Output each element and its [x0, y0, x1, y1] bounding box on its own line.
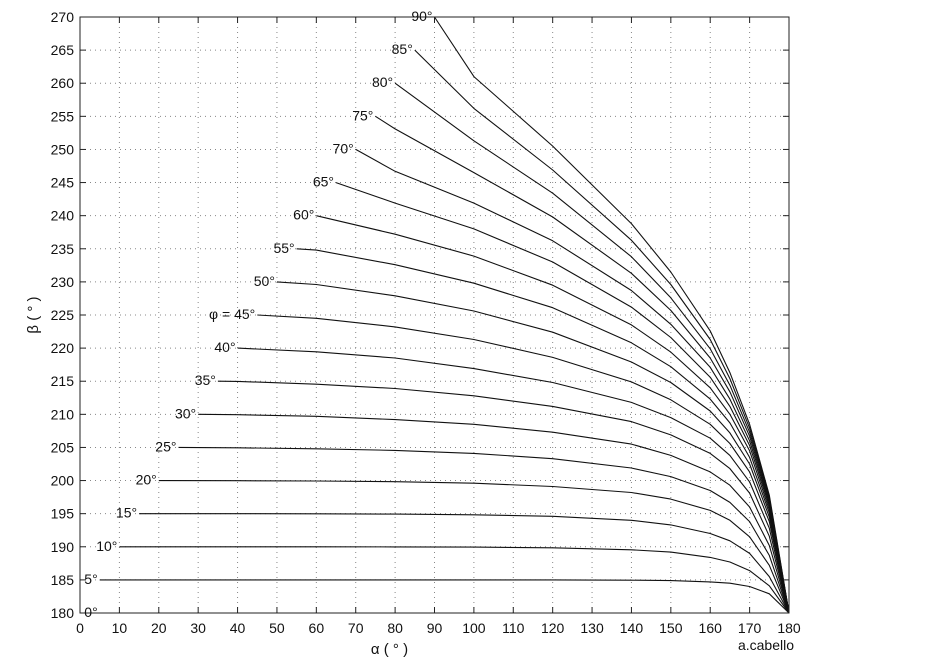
curve-label: 35°: [195, 372, 216, 388]
y-tick-label: 185: [51, 572, 75, 588]
y-tick-label: 215: [51, 373, 75, 389]
y-tick-label: 190: [51, 539, 75, 555]
y-tick-label: 225: [51, 307, 75, 323]
curve-label: 85°: [392, 41, 413, 57]
x-tick-label: 60: [309, 620, 325, 636]
y-axis-label: β ( ° ): [25, 296, 42, 333]
y-tick-label: 230: [51, 274, 75, 290]
curve-label: 40°: [214, 339, 235, 355]
curve-45deg: [257, 314, 790, 614]
y-tick-label: 195: [51, 506, 75, 522]
curve-90deg: [434, 16, 790, 614]
curve-35deg: [217, 380, 790, 614]
y-tick-label: 250: [51, 141, 75, 157]
curve-label: 0°: [84, 604, 97, 620]
x-tick-label: 10: [112, 620, 128, 636]
curve-75deg: [375, 115, 790, 614]
credit-label: a.cabello: [738, 637, 794, 653]
curve-label: 50°: [254, 273, 275, 289]
curve-label: 70°: [333, 140, 354, 156]
x-tick-label: 90: [427, 620, 443, 636]
curve-70deg: [355, 148, 790, 614]
x-tick-label: 130: [580, 620, 604, 636]
x-tick-label: 150: [659, 620, 683, 636]
curve-15deg: [139, 513, 790, 614]
x-tick-label: 20: [151, 620, 167, 636]
curve-60deg: [316, 215, 790, 614]
x-tick-label: 80: [387, 620, 403, 636]
curve-label: 25°: [155, 438, 176, 454]
x-tick-label: 180: [777, 620, 801, 636]
curves: [99, 16, 790, 614]
curve-labels: 0° 5° 10° 15° 20° 25° 30° 35° φ = 45° 40° 50° 55° 60…: [84, 8, 432, 620]
curve-50deg: [276, 281, 790, 614]
x-tick-label: 0: [76, 620, 84, 636]
y-tick-label: 200: [51, 473, 75, 489]
curve-label: 5°: [84, 571, 97, 587]
curve-label: 15°: [116, 505, 137, 521]
curve-label: φ = 45°: [209, 306, 255, 322]
y-tick-label: 260: [51, 75, 75, 91]
y-tick-label: 220: [51, 340, 75, 356]
x-tick-label: 170: [738, 620, 762, 636]
curve-55deg: [296, 248, 790, 614]
y-tick-label: 255: [51, 108, 75, 124]
x-tick-label: 110: [502, 620, 525, 636]
y-tick-label: 205: [51, 439, 75, 455]
y-tick-label: 270: [51, 9, 75, 25]
y-tick-label: 240: [51, 208, 75, 224]
curve-label: 20°: [136, 472, 157, 488]
x-tick-label: 160: [699, 620, 723, 636]
x-tick-label: 30: [190, 620, 206, 636]
curve-label: 75°: [352, 107, 373, 123]
curve-10deg: [119, 546, 790, 614]
curve-30deg: [198, 413, 790, 614]
curve-25deg: [178, 446, 790, 614]
curve-label: 10°: [96, 538, 117, 554]
grid: [80, 17, 789, 613]
x-tick-label: 120: [541, 620, 565, 636]
x-tick-label: 70: [348, 620, 364, 636]
curve-65deg: [335, 182, 790, 614]
plot-frame: [79, 16, 790, 614]
y-tick-label: 235: [51, 241, 75, 257]
curve-85deg: [414, 49, 790, 614]
curve-label: 30°: [175, 405, 196, 421]
y-tick-label: 265: [51, 42, 75, 58]
curve-label: 65°: [313, 174, 334, 190]
y-tick-label: 210: [51, 406, 75, 422]
curve-5deg: [99, 579, 790, 614]
curve-label: 80°: [372, 74, 393, 90]
ticks: 0 10 20 30 40 50 60 70 80 90 100 110 120 130 140 150 160…: [51, 9, 801, 636]
curve-label: 55°: [273, 240, 294, 256]
x-tick-label: 50: [269, 620, 285, 636]
curve-20deg: [158, 480, 790, 614]
curve-80deg: [394, 82, 790, 614]
curve-label: 60°: [293, 207, 314, 223]
y-tick-label: 180: [51, 605, 75, 621]
x-tick-label: 140: [620, 620, 644, 636]
x-tick-label: 40: [230, 620, 246, 636]
curve-40deg: [237, 347, 790, 614]
curve-label: 90°: [411, 8, 432, 24]
y-tick-label: 245: [51, 175, 75, 191]
x-tick-label: 100: [462, 620, 486, 636]
x-axis-label: α ( ° ): [371, 641, 408, 658]
